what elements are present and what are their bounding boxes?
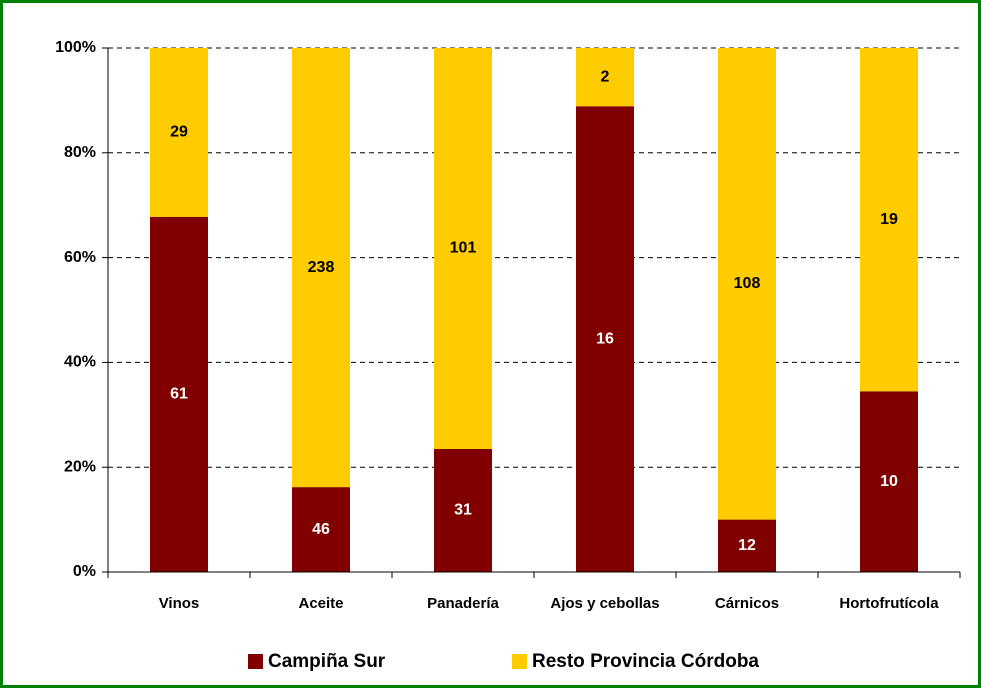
y-tick-label: 100% (55, 39, 96, 56)
data-label: 101 (450, 240, 477, 257)
legend-swatch (512, 654, 527, 669)
legend-label: Campiña Sur (268, 651, 386, 672)
bar-segment (718, 519, 776, 572)
x-tick-label: Panadería (427, 595, 499, 612)
y-tick-label: 20% (64, 458, 96, 475)
y-tick-label: 0% (73, 563, 96, 580)
legend-swatch (248, 654, 263, 669)
data-label: 46 (312, 521, 330, 538)
bar-segment (434, 448, 492, 572)
data-label: 29 (170, 124, 188, 141)
data-label: 16 (596, 330, 614, 347)
bar-segment (292, 48, 350, 488)
data-label: 238 (308, 259, 335, 276)
bar-segment (434, 48, 492, 449)
x-tick-label: Aceite (298, 595, 343, 612)
x-tick-label: Vinos (159, 595, 200, 612)
y-tick-label: 60% (64, 249, 96, 266)
y-tick-label: 40% (64, 354, 96, 371)
bar-segment (292, 487, 350, 572)
bar-segment (718, 48, 776, 520)
data-label: 61 (170, 386, 188, 403)
x-tick-label: Cárnicos (715, 595, 779, 612)
data-label: 12 (738, 537, 756, 554)
x-tick-label: Hortofrutícola (839, 595, 939, 612)
bar-segment (860, 391, 918, 572)
bar-segment (150, 48, 208, 217)
data-label: 10 (880, 473, 898, 490)
bar-segment (576, 48, 634, 107)
bar-segment (150, 216, 208, 572)
data-label: 31 (454, 502, 472, 519)
data-label: 19 (880, 211, 898, 228)
bar-segment (860, 48, 918, 392)
x-tick-label: Ajos y cebollas (550, 595, 659, 612)
data-label: 108 (734, 275, 761, 292)
legend-label: Resto Provincia Córdoba (532, 651, 759, 672)
y-tick-label: 80% (64, 144, 96, 161)
bar-segment (576, 106, 634, 572)
data-label: 2 (601, 68, 610, 85)
